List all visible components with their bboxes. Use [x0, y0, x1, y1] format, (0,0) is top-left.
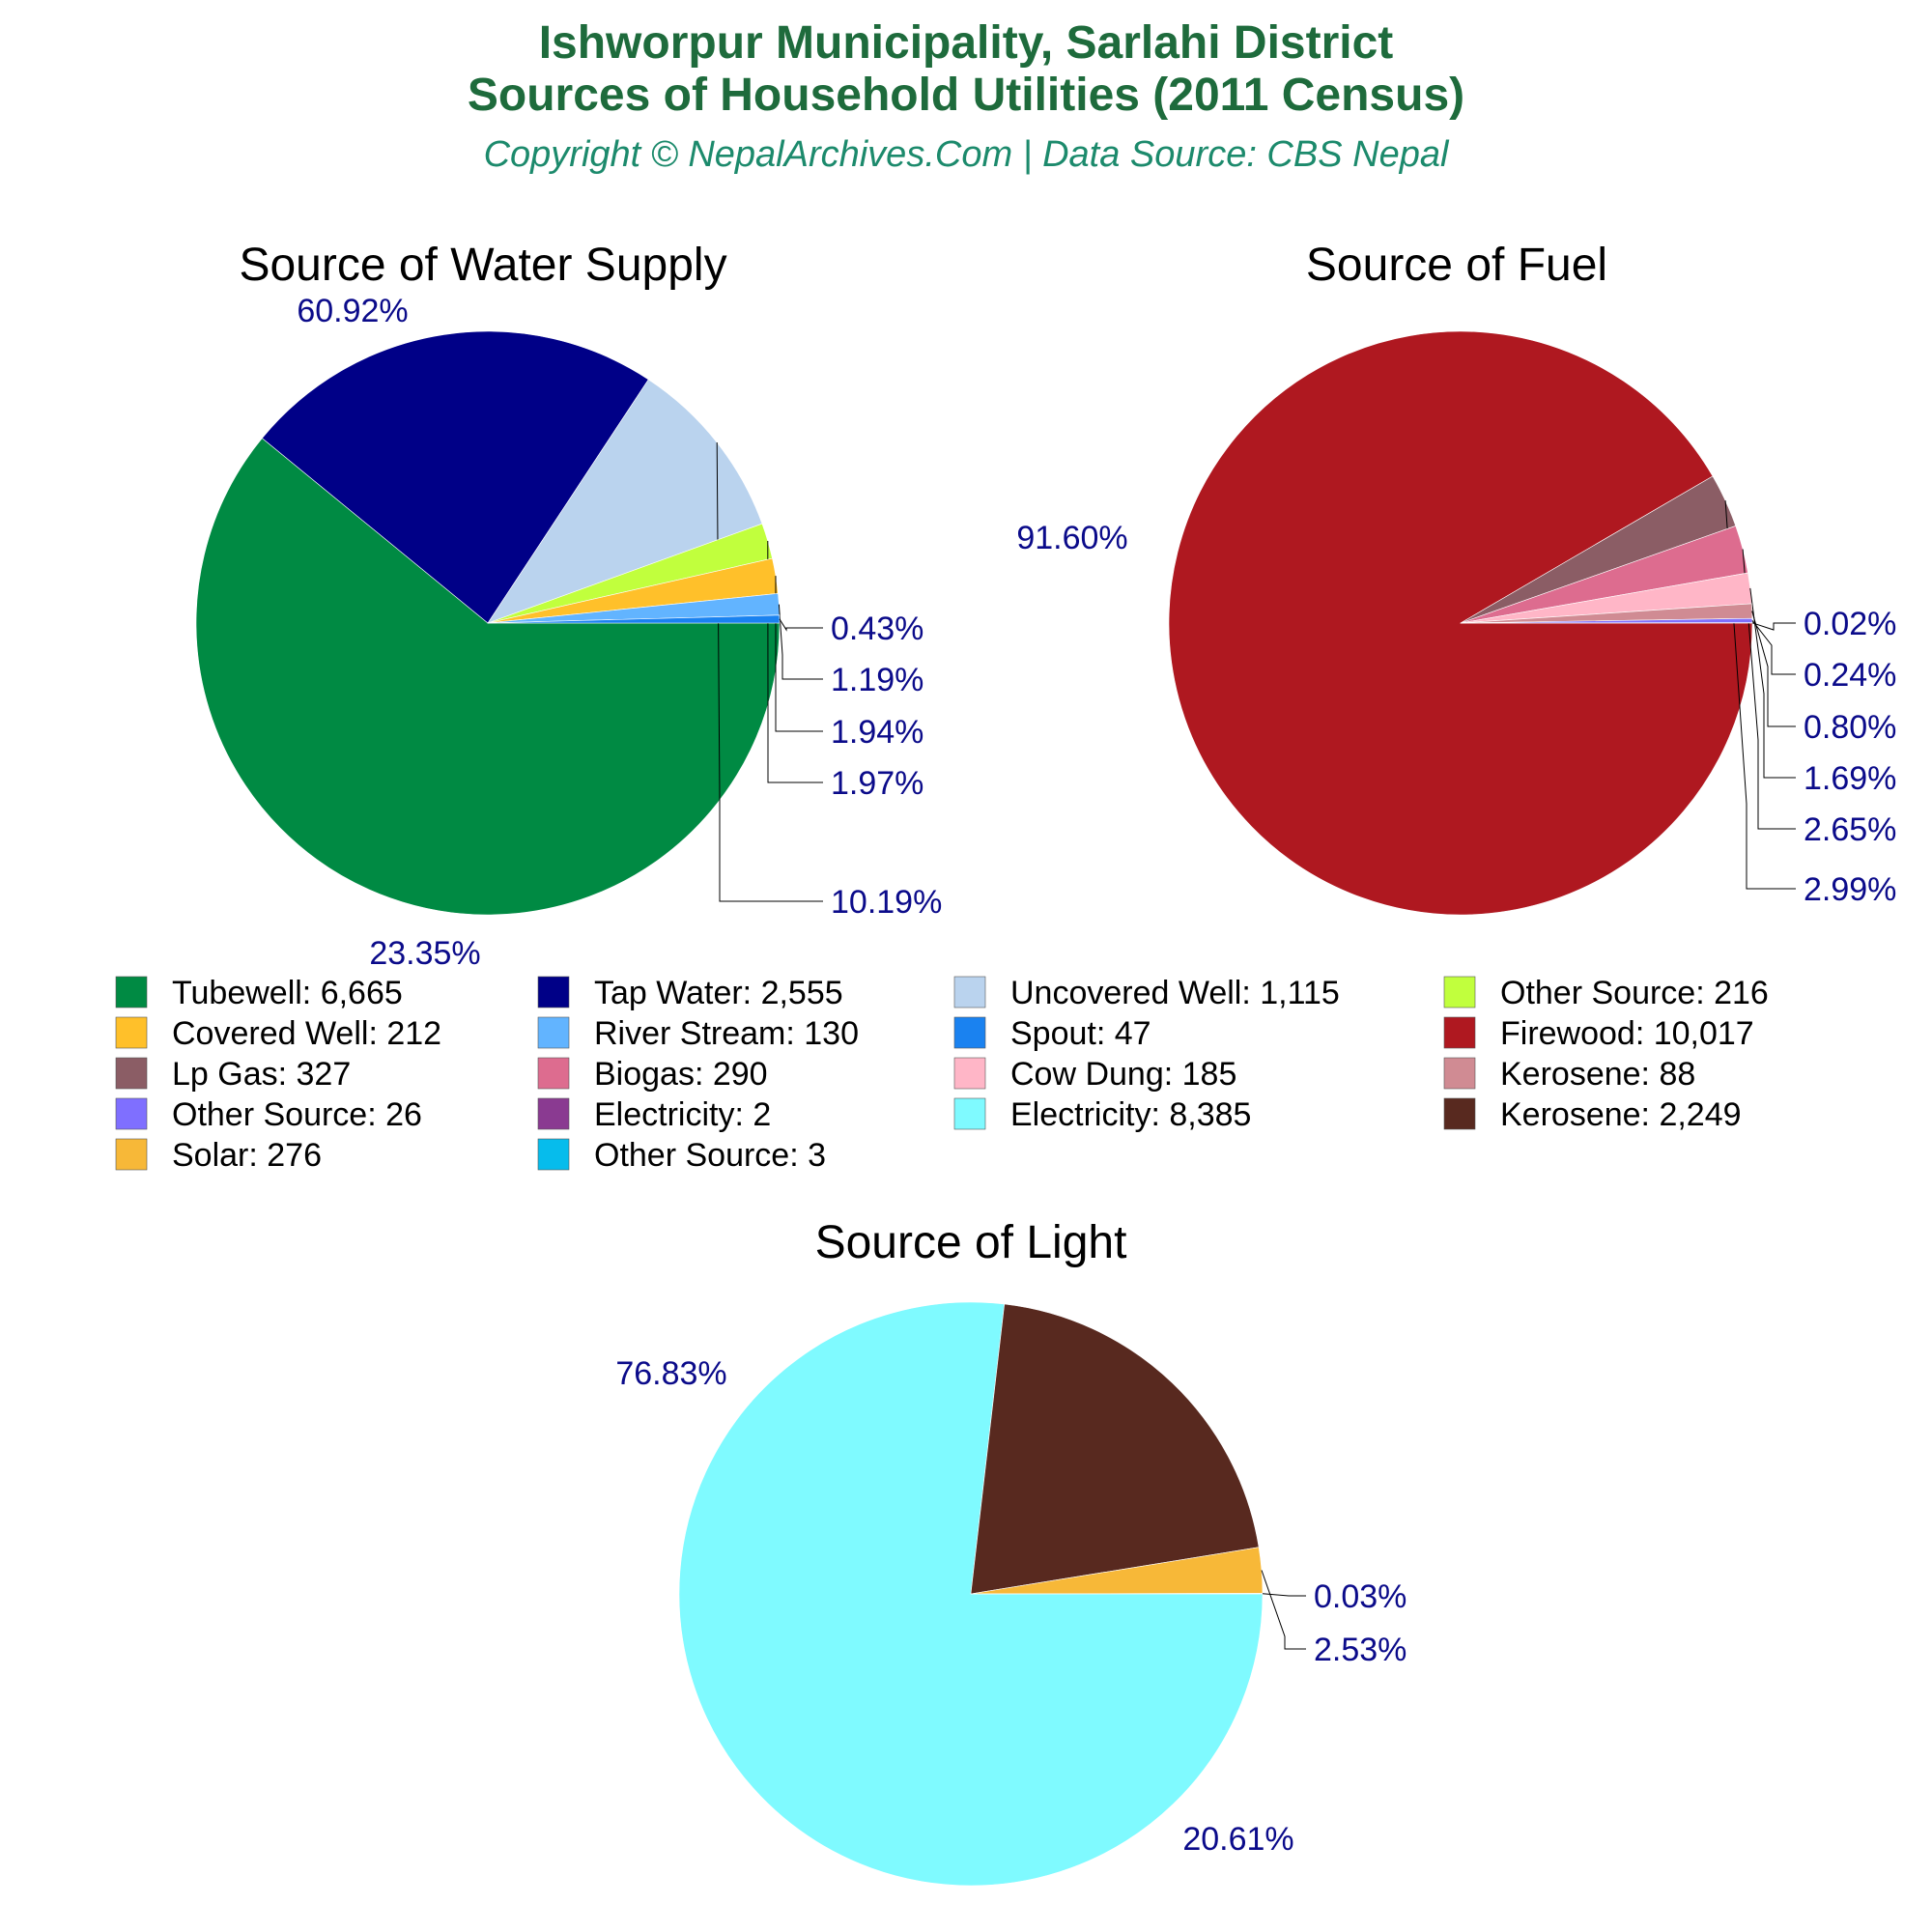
- legend-label-2: Uncovered Well: 1,115: [1010, 975, 1340, 1011]
- legend-label-16: Solar: 276: [172, 1137, 322, 1174]
- light-pie-slice-1: [970, 1303, 1260, 1595]
- legend-label-11: Kerosene: 88: [1500, 1056, 1695, 1093]
- legend-label-13: Electricity: 2: [594, 1096, 771, 1133]
- legend-swatch-7: [1443, 1016, 1476, 1049]
- legend-swatch-9: [537, 1057, 570, 1090]
- water-pie-pct-label-6: 0.43%: [831, 611, 923, 647]
- legend: Tubewell: 6,665 Tap Water: 2,555 Uncovered…: [115, 975, 1769, 1174]
- water-pie-pct-label-2: 10.19%: [831, 884, 942, 921]
- legend-swatch-16: [115, 1138, 148, 1171]
- water-pie-pct-label-3: 1.97%: [831, 765, 923, 802]
- legend-label-6: Spout: 47: [1010, 1015, 1151, 1052]
- legend-swatch-8: [115, 1057, 148, 1090]
- chart-subtitle: Copyright © NepalArchives.Com | Data Sou…: [484, 134, 1450, 175]
- legend-label-9: Biogas: 290: [594, 1056, 768, 1093]
- legend-label-15: Kerosene: 2,249: [1500, 1096, 1742, 1133]
- fuel-pie-leader-line-5: [1751, 620, 1796, 675]
- fuel-pie-title: Source of Fuel: [1306, 240, 1607, 291]
- legend-swatch-1: [537, 976, 570, 1009]
- light-pie-leader-line-2: [1261, 1570, 1306, 1650]
- water-pie-leader-line-4: [775, 576, 823, 732]
- light-pie-pct-label-0: 76.83%: [615, 1355, 726, 1392]
- water-pie-leader-line-5: [778, 604, 823, 680]
- legend-label-8: Lp Gas: 327: [172, 1056, 351, 1093]
- light-pie-title: Source of Light: [815, 1217, 1127, 1268]
- water-pie-pct-label-1: 23.35%: [369, 935, 480, 972]
- water-pie-slice-0: [195, 438, 781, 916]
- fuel-pie-leader-line-6: [1751, 622, 1796, 631]
- legend-swatch-13: [537, 1097, 570, 1130]
- legend-swatch-5: [537, 1016, 570, 1049]
- legend-label-3: Other Source: 216: [1500, 975, 1769, 1011]
- legend-swatch-11: [1443, 1057, 1476, 1090]
- fuel-pie-pct-label-0: 91.60%: [1016, 520, 1127, 556]
- fuel-pie-pct-label-6: 0.02%: [1804, 606, 1896, 642]
- fuel-pie-leader-line-3: [1749, 587, 1796, 779]
- water-pie-pct-label-5: 1.19%: [831, 662, 923, 698]
- legend-swatch-17: [537, 1138, 570, 1171]
- legend-label-12: Other Source: 26: [172, 1096, 422, 1133]
- fuel-pie-pct-label-4: 0.80%: [1804, 709, 1896, 746]
- fuel-pie: 91.60% 2.99% 2.65% 1.69% 0.80% 0.24% 0.02%: [1016, 330, 1896, 916]
- legend-label-0: Tubewell: 6,665: [172, 975, 403, 1011]
- fuel-pie-pct-label-5: 0.24%: [1804, 657, 1896, 694]
- legend-swatch-0: [115, 976, 148, 1009]
- legend-label-14: Electricity: 8,385: [1010, 1096, 1251, 1133]
- water-pie-pct-label-0: 60.92%: [297, 293, 408, 329]
- water-pie-leader-line-6: [779, 618, 823, 632]
- light-pie-pct-label-3: 0.03%: [1314, 1578, 1406, 1615]
- light-pie-pct-label-2: 2.53%: [1314, 1632, 1406, 1668]
- light-pie: 76.83% 20.61% 2.53% 0.03%: [615, 1301, 1406, 1887]
- legend-swatch-15: [1443, 1097, 1476, 1130]
- water-pie-slice-1: [261, 330, 649, 624]
- legend-swatch-14: [953, 1097, 986, 1130]
- legend-label-1: Tap Water: 2,555: [594, 975, 843, 1011]
- chart-title-line2: Sources of Household Utilities (2011 Cen…: [468, 70, 1464, 121]
- legend-label-17: Other Source: 3: [594, 1137, 826, 1174]
- light-pie-leader-line-3: [1262, 1593, 1306, 1597]
- fuel-pie-leader-line-1: [1724, 500, 1796, 890]
- legend-swatch-6: [953, 1016, 986, 1049]
- light-pie-pct-label-1: 20.61%: [1182, 1821, 1293, 1858]
- fuel-pie-pct-label-3: 1.69%: [1804, 760, 1896, 797]
- fuel-pie-pct-label-1: 2.99%: [1804, 871, 1896, 908]
- fuel-pie-leader-line-2: [1742, 549, 1796, 830]
- legend-label-4: Covered Well: 212: [172, 1015, 441, 1052]
- fuel-pie-leader-line-4: [1751, 611, 1796, 727]
- legend-swatch-10: [953, 1057, 986, 1090]
- legend-swatch-2: [953, 976, 986, 1009]
- legend-swatch-4: [115, 1016, 148, 1049]
- legend-label-7: Firewood: 10,017: [1500, 1015, 1754, 1052]
- water-pie-title: Source of Water Supply: [239, 240, 726, 291]
- legend-swatch-12: [115, 1097, 148, 1130]
- chart-title-line1: Ishworpur Municipality, Sarlahi District: [539, 17, 1394, 69]
- legend-label-10: Cow Dung: 185: [1010, 1056, 1236, 1093]
- water-supply-pie: 60.92% 23.35% 10.19% 1.97% 1.94% 1.19% 0.43%: [195, 293, 942, 972]
- fuel-pie-pct-label-2: 2.65%: [1804, 811, 1896, 848]
- water-pie-pct-label-4: 1.94%: [831, 714, 923, 751]
- legend-swatch-3: [1443, 976, 1476, 1009]
- legend-label-5: River Stream: 130: [594, 1015, 859, 1052]
